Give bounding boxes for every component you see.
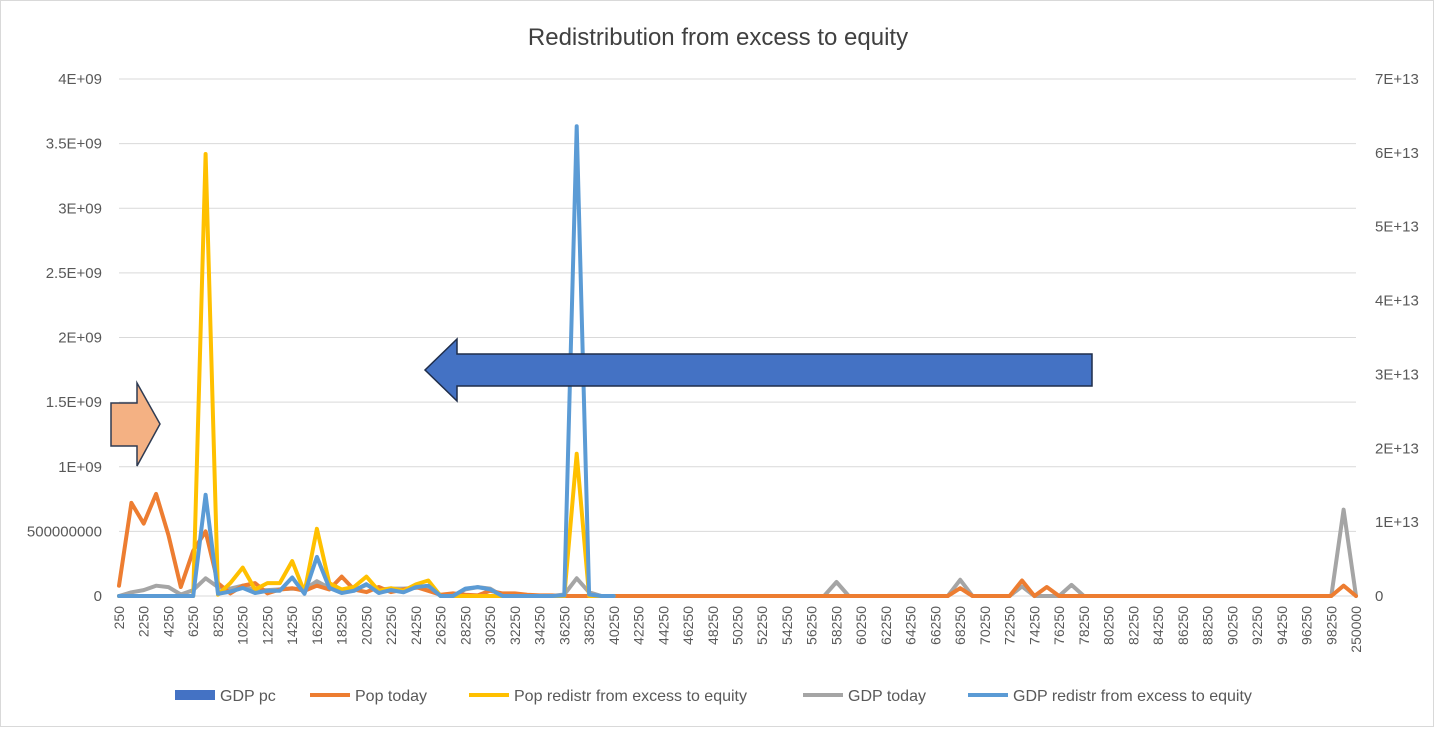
x-tick-label: 60250 [853, 606, 869, 645]
legend-label-gdp-pc: GDP pc [220, 688, 276, 705]
x-tick-label: 30250 [482, 606, 498, 645]
x-tick-label: 66250 [927, 606, 943, 645]
x-tick-label: 6250 [185, 606, 201, 637]
gridlines [119, 78, 1356, 597]
legend-label-pop-redistr-from-excess-to-equity: Pop redistr from excess to equity [514, 688, 747, 705]
x-tick-label: 14250 [284, 606, 300, 645]
x-tick-label: 90250 [1224, 606, 1240, 645]
left-tick-label: 2E+09 [58, 330, 102, 347]
x-tick-label: 64250 [903, 606, 919, 645]
series-lines [117, 124, 1358, 598]
x-tick-label: 78250 [1076, 606, 1092, 645]
x-tick-label: 34250 [532, 606, 548, 645]
x-tick-label: 12250 [259, 606, 275, 645]
right-tick-label: 4E+13 [1375, 293, 1419, 310]
left-tick-label: 3.5E+09 [46, 136, 102, 153]
right-tick-label: 7E+13 [1375, 71, 1419, 88]
x-tick-label: 22250 [383, 606, 399, 645]
right-tick-label: 2E+13 [1375, 440, 1419, 457]
left-tick-label: 2.5E+09 [46, 265, 102, 282]
x-tick-label: 42250 [631, 606, 647, 645]
right-tick-label: 3E+13 [1375, 366, 1419, 383]
x-tick-label: 52250 [754, 606, 770, 645]
series-line-pop-today [117, 491, 1358, 598]
blue-left-arrow-shape [423, 337, 1093, 403]
legend: GDP pc Pop today Pop redistr from excess t… [175, 688, 1252, 705]
x-tick-label: 88250 [1200, 606, 1216, 645]
x-tick-label: 38250 [581, 606, 597, 645]
x-tick-label: 92250 [1249, 606, 1265, 645]
x-tick-label: 86250 [1175, 606, 1191, 645]
left-tick-label: 0 [94, 588, 102, 605]
x-tick-label: 54250 [779, 606, 795, 645]
left-tick-label: 1.5E+09 [46, 394, 102, 411]
legend-label-gdp-today: GDP today [848, 688, 926, 705]
x-tick-label: 74250 [1026, 606, 1042, 645]
x-tick-label: 72250 [1002, 606, 1018, 645]
x-tick-label: 48250 [705, 606, 721, 645]
right-tick-label: 5E+13 [1375, 219, 1419, 236]
x-tick-label: 44250 [655, 606, 671, 645]
x-tick-label: 28250 [457, 606, 473, 645]
x-tick-label: 58250 [828, 606, 844, 645]
x-tick-label: 250 [111, 606, 127, 630]
x-tick-label: 18250 [334, 606, 350, 645]
left-axis-ticks: 0 500000000 1E+09 1.5E+09 2E+09 2.5E+09 3E+09 3… [27, 71, 102, 605]
x-tick-label: 16250 [309, 606, 325, 645]
x-tick-label: 56250 [804, 606, 820, 645]
x-tick-label: 26250 [433, 606, 449, 645]
legend-label-gdp-redistr-from-excess-to-equity: GDP redistr from excess to equity [1013, 688, 1252, 705]
x-tick-label: 2250 [136, 606, 152, 637]
x-tick-label: 8250 [210, 606, 226, 637]
x-axis-ticks: 250 2250 4250 6250 8250 10250 12250 14250 16250 1… [111, 606, 1364, 653]
x-tick-label: 46250 [680, 606, 696, 645]
series-line-gdp-redistr-from-excess-to-equity [117, 124, 616, 598]
x-tick-label: 36250 [556, 606, 572, 645]
x-tick-label: 24250 [408, 606, 424, 645]
x-tick-label: 76250 [1051, 606, 1067, 645]
left-tick-label: 4E+09 [58, 71, 102, 88]
x-tick-label: 68250 [952, 606, 968, 645]
x-tick-label: 4250 [160, 606, 176, 637]
right-tick-label: 1E+13 [1375, 514, 1419, 531]
chart-title: Redistribution from excess to equity [528, 24, 908, 51]
right-axis-ticks: 0 1E+13 2E+13 3E+13 4E+13 5E+13 6E+13 7E+13 [1375, 71, 1419, 605]
x-tick-label: 40250 [606, 606, 622, 645]
x-tick-label: 32250 [507, 606, 523, 645]
x-tick-label: 70250 [977, 606, 993, 645]
left-tick-label: 3E+09 [58, 200, 102, 217]
x-tick-label: 96250 [1299, 606, 1315, 645]
legend-swatch-gdp-pc [175, 690, 215, 700]
x-tick-label: 94250 [1274, 606, 1290, 645]
x-tick-label: 50250 [730, 606, 746, 645]
x-tick-label: 62250 [878, 606, 894, 645]
x-tick-label: 82250 [1125, 606, 1141, 645]
left-tick-label: 500000000 [27, 523, 102, 540]
right-tick-label: 6E+13 [1375, 145, 1419, 162]
left-tick-label: 1E+09 [58, 459, 102, 476]
x-tick-label: 80250 [1101, 606, 1117, 645]
x-tick-label: 20250 [358, 606, 374, 645]
x-tick-label: 98250 [1323, 606, 1339, 645]
x-tick-label: 250000 [1348, 606, 1364, 653]
orange-right-arrow-shape [110, 380, 161, 467]
x-tick-label: 84250 [1150, 606, 1166, 645]
legend-label-pop-today: Pop today [355, 688, 427, 705]
right-tick-label: 0 [1375, 588, 1383, 605]
x-tick-label: 10250 [235, 606, 251, 645]
